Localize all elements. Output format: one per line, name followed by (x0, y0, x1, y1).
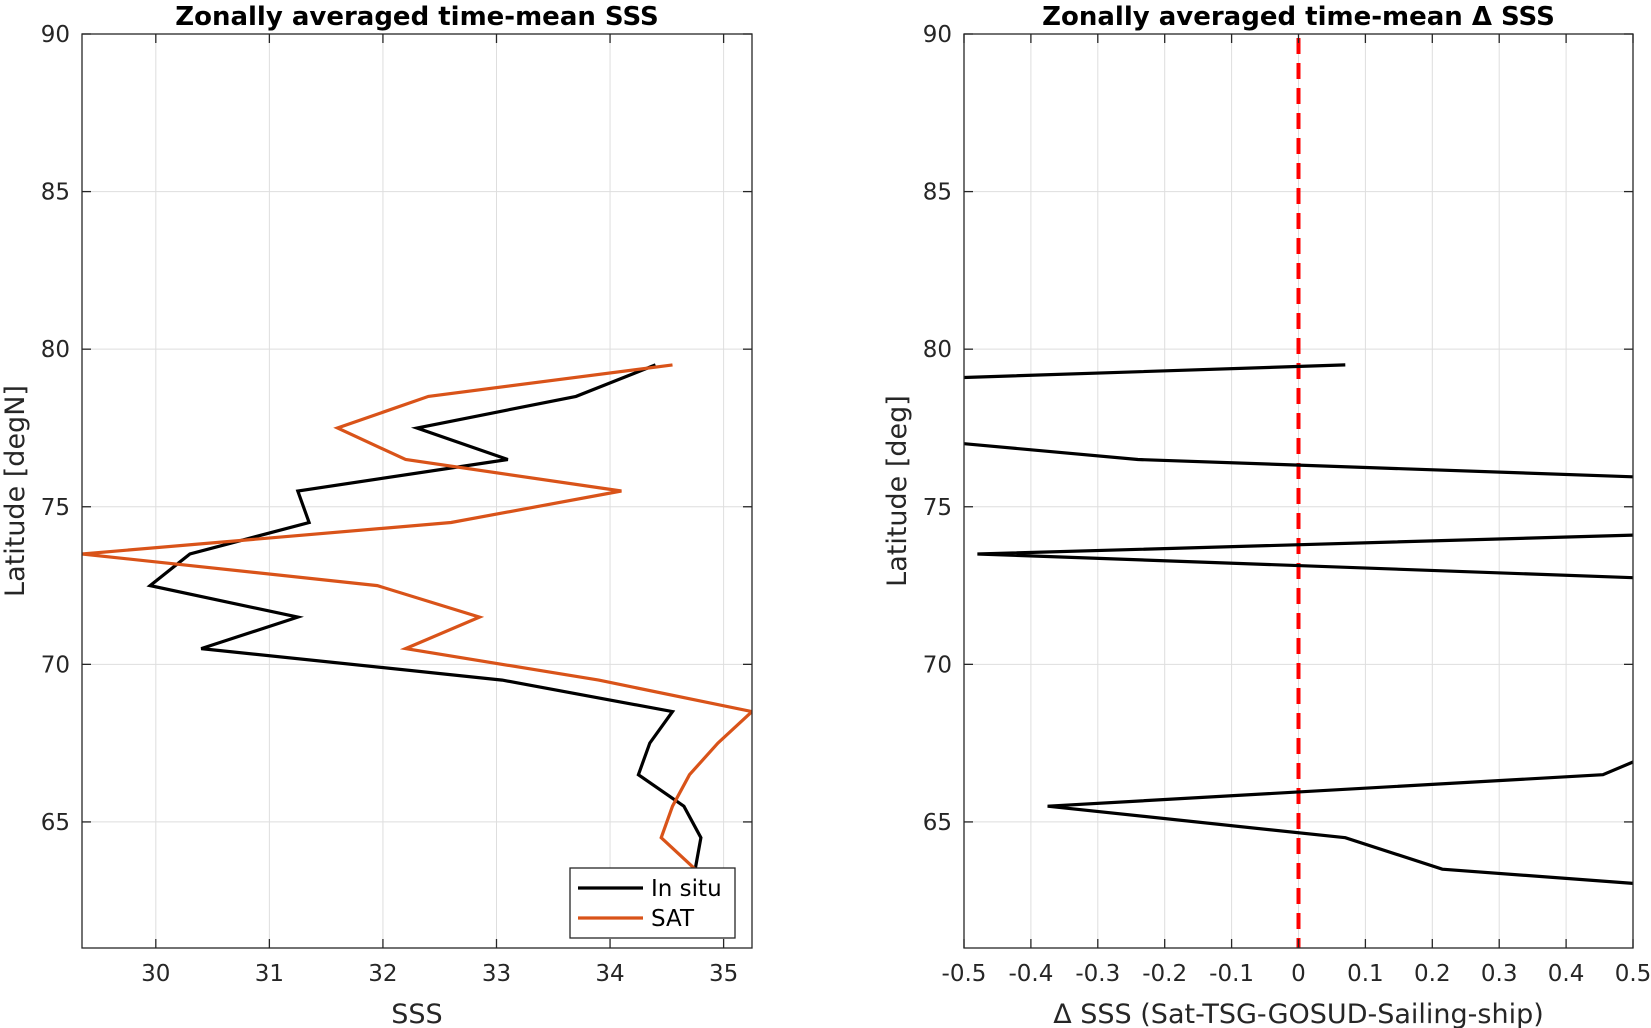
dsss-x-tick-label: 0 (1291, 961, 1306, 987)
sss-chart-title: Zonally averaged time-mean SSS (175, 2, 659, 32)
sss-x-axis-label: SSS (391, 999, 442, 1028)
sss-y-tick-label: 65 (41, 810, 70, 836)
dsss-x-tick-label: -0.1 (1209, 961, 1254, 987)
dsss-y-tick-label: 85 (923, 180, 952, 206)
sss-x-tick-label: 31 (255, 961, 284, 987)
dsss-y-axis-label: Latitude [deg] (882, 395, 913, 587)
dsss-x-tick-label: -0.2 (1142, 961, 1187, 987)
sss-y-tick-label: 75 (41, 495, 70, 521)
sss-legend: In situ SAT (569, 867, 736, 939)
sss-y-tick-label: 85 (41, 180, 70, 206)
dsss-y-tick-label: 65 (923, 810, 952, 836)
sss-legend-label: SAT (651, 906, 695, 932)
dsss-x-tick-label: 0.1 (1347, 961, 1384, 987)
dsss-x-axis-label: Δ SSS (Sat-TSG-GOSUD-Sailing-ship) (1053, 999, 1544, 1028)
sss-series-group (82, 363, 752, 934)
sss-x-tick-label: 30 (141, 961, 170, 987)
sss-series-line-sat (82, 363, 752, 933)
dsss-y-tick-label: 80 (923, 337, 952, 363)
chart-panel-sss: 30 31 32 33 34 35 65 70 75 80 85 90 SSS Latitude [deg… (0, 2, 753, 1028)
sss-x-tick-label: 32 (368, 961, 397, 987)
sss-y-tick-label: 90 (41, 22, 70, 48)
sss-plot-area (82, 34, 752, 948)
dsss-x-tick-label: 0.3 (1481, 961, 1518, 987)
dsss-x-tick-label: -0.4 (1008, 961, 1053, 987)
dsss-x-tick-label: -0.5 (942, 961, 987, 987)
dsss-x-tick-label: 0.2 (1414, 961, 1451, 987)
dsss-y-tick-label: 75 (923, 495, 952, 521)
sss-y-tick-label: 80 (41, 337, 70, 363)
dsss-y-tick-label: 70 (923, 652, 952, 678)
dsss-x-tick-label: 0.4 (1548, 961, 1585, 987)
chart-panel-delta-sss: -0.5 -0.4 -0.3 -0.2 -0.1 0 0.1 0.2 0.3 0.4 0.5 65 70… (882, 2, 1651, 1028)
sss-x-tick-label: 33 (482, 961, 511, 987)
dsss-y-tick-label: 90 (923, 22, 952, 48)
sss-axes-box (81, 33, 753, 949)
dsss-chart-title: Zonally averaged time-mean Δ SSS (1042, 2, 1555, 32)
sss-legend-box (569, 867, 736, 939)
sss-legend-label: In situ (651, 876, 722, 902)
sss-series-line-in-situ (146, 363, 703, 934)
dsss-x-tick-label: -0.3 (1075, 961, 1120, 987)
dsss-series-line-0 (964, 363, 1633, 885)
dsss-series-group (964, 38, 1633, 948)
sss-y-tick-label: 70 (41, 652, 70, 678)
dsss-x-tick-label: 0.5 (1615, 961, 1651, 987)
sss-x-tick-label: 34 (595, 961, 624, 987)
sss-y-axis-label: Latitude [degN] (0, 385, 31, 597)
sss-x-tick-label: 35 (709, 961, 738, 987)
